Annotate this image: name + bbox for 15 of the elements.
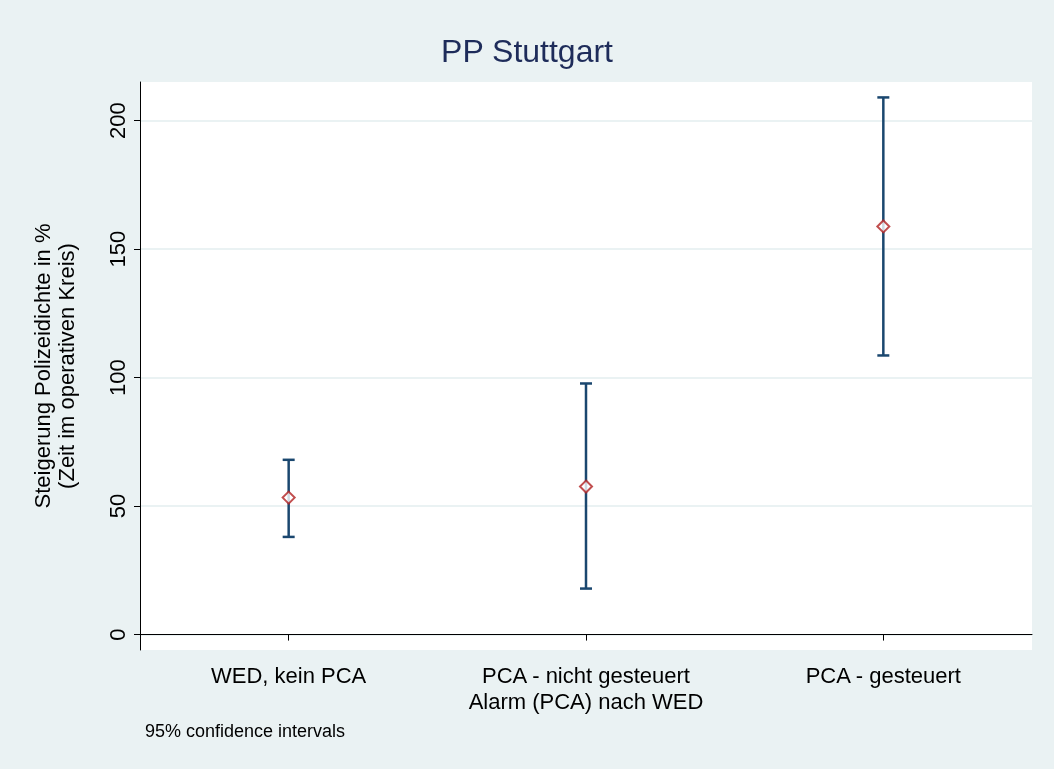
y-axis-title: Steigerung Polizeidichte in % (Zeit im operativen Kreis) <box>29 223 79 509</box>
text: 95% confidence intervals <box>145 721 346 741</box>
y-tick-label: 200 <box>104 102 130 139</box>
x-tick-label: WED, kein PCA <box>211 662 367 688</box>
y-tick-label: 0 <box>104 628 130 641</box>
point <box>281 490 296 505</box>
x-tick-label: PCA - nicht gesteuert <box>482 662 690 688</box>
x-axis-title: Alarm (PCA) nach WED <box>468 689 704 715</box>
point <box>876 219 891 234</box>
point <box>579 479 593 494</box>
chart-title: PP Stuttgart <box>441 33 614 69</box>
y-tick-label: 50 <box>104 493 130 519</box>
x-tick-label: PCA - gesteuert <box>805 662 961 688</box>
y-tick-label: 150 <box>104 230 130 268</box>
y-tick-label: 100 <box>104 359 130 396</box>
